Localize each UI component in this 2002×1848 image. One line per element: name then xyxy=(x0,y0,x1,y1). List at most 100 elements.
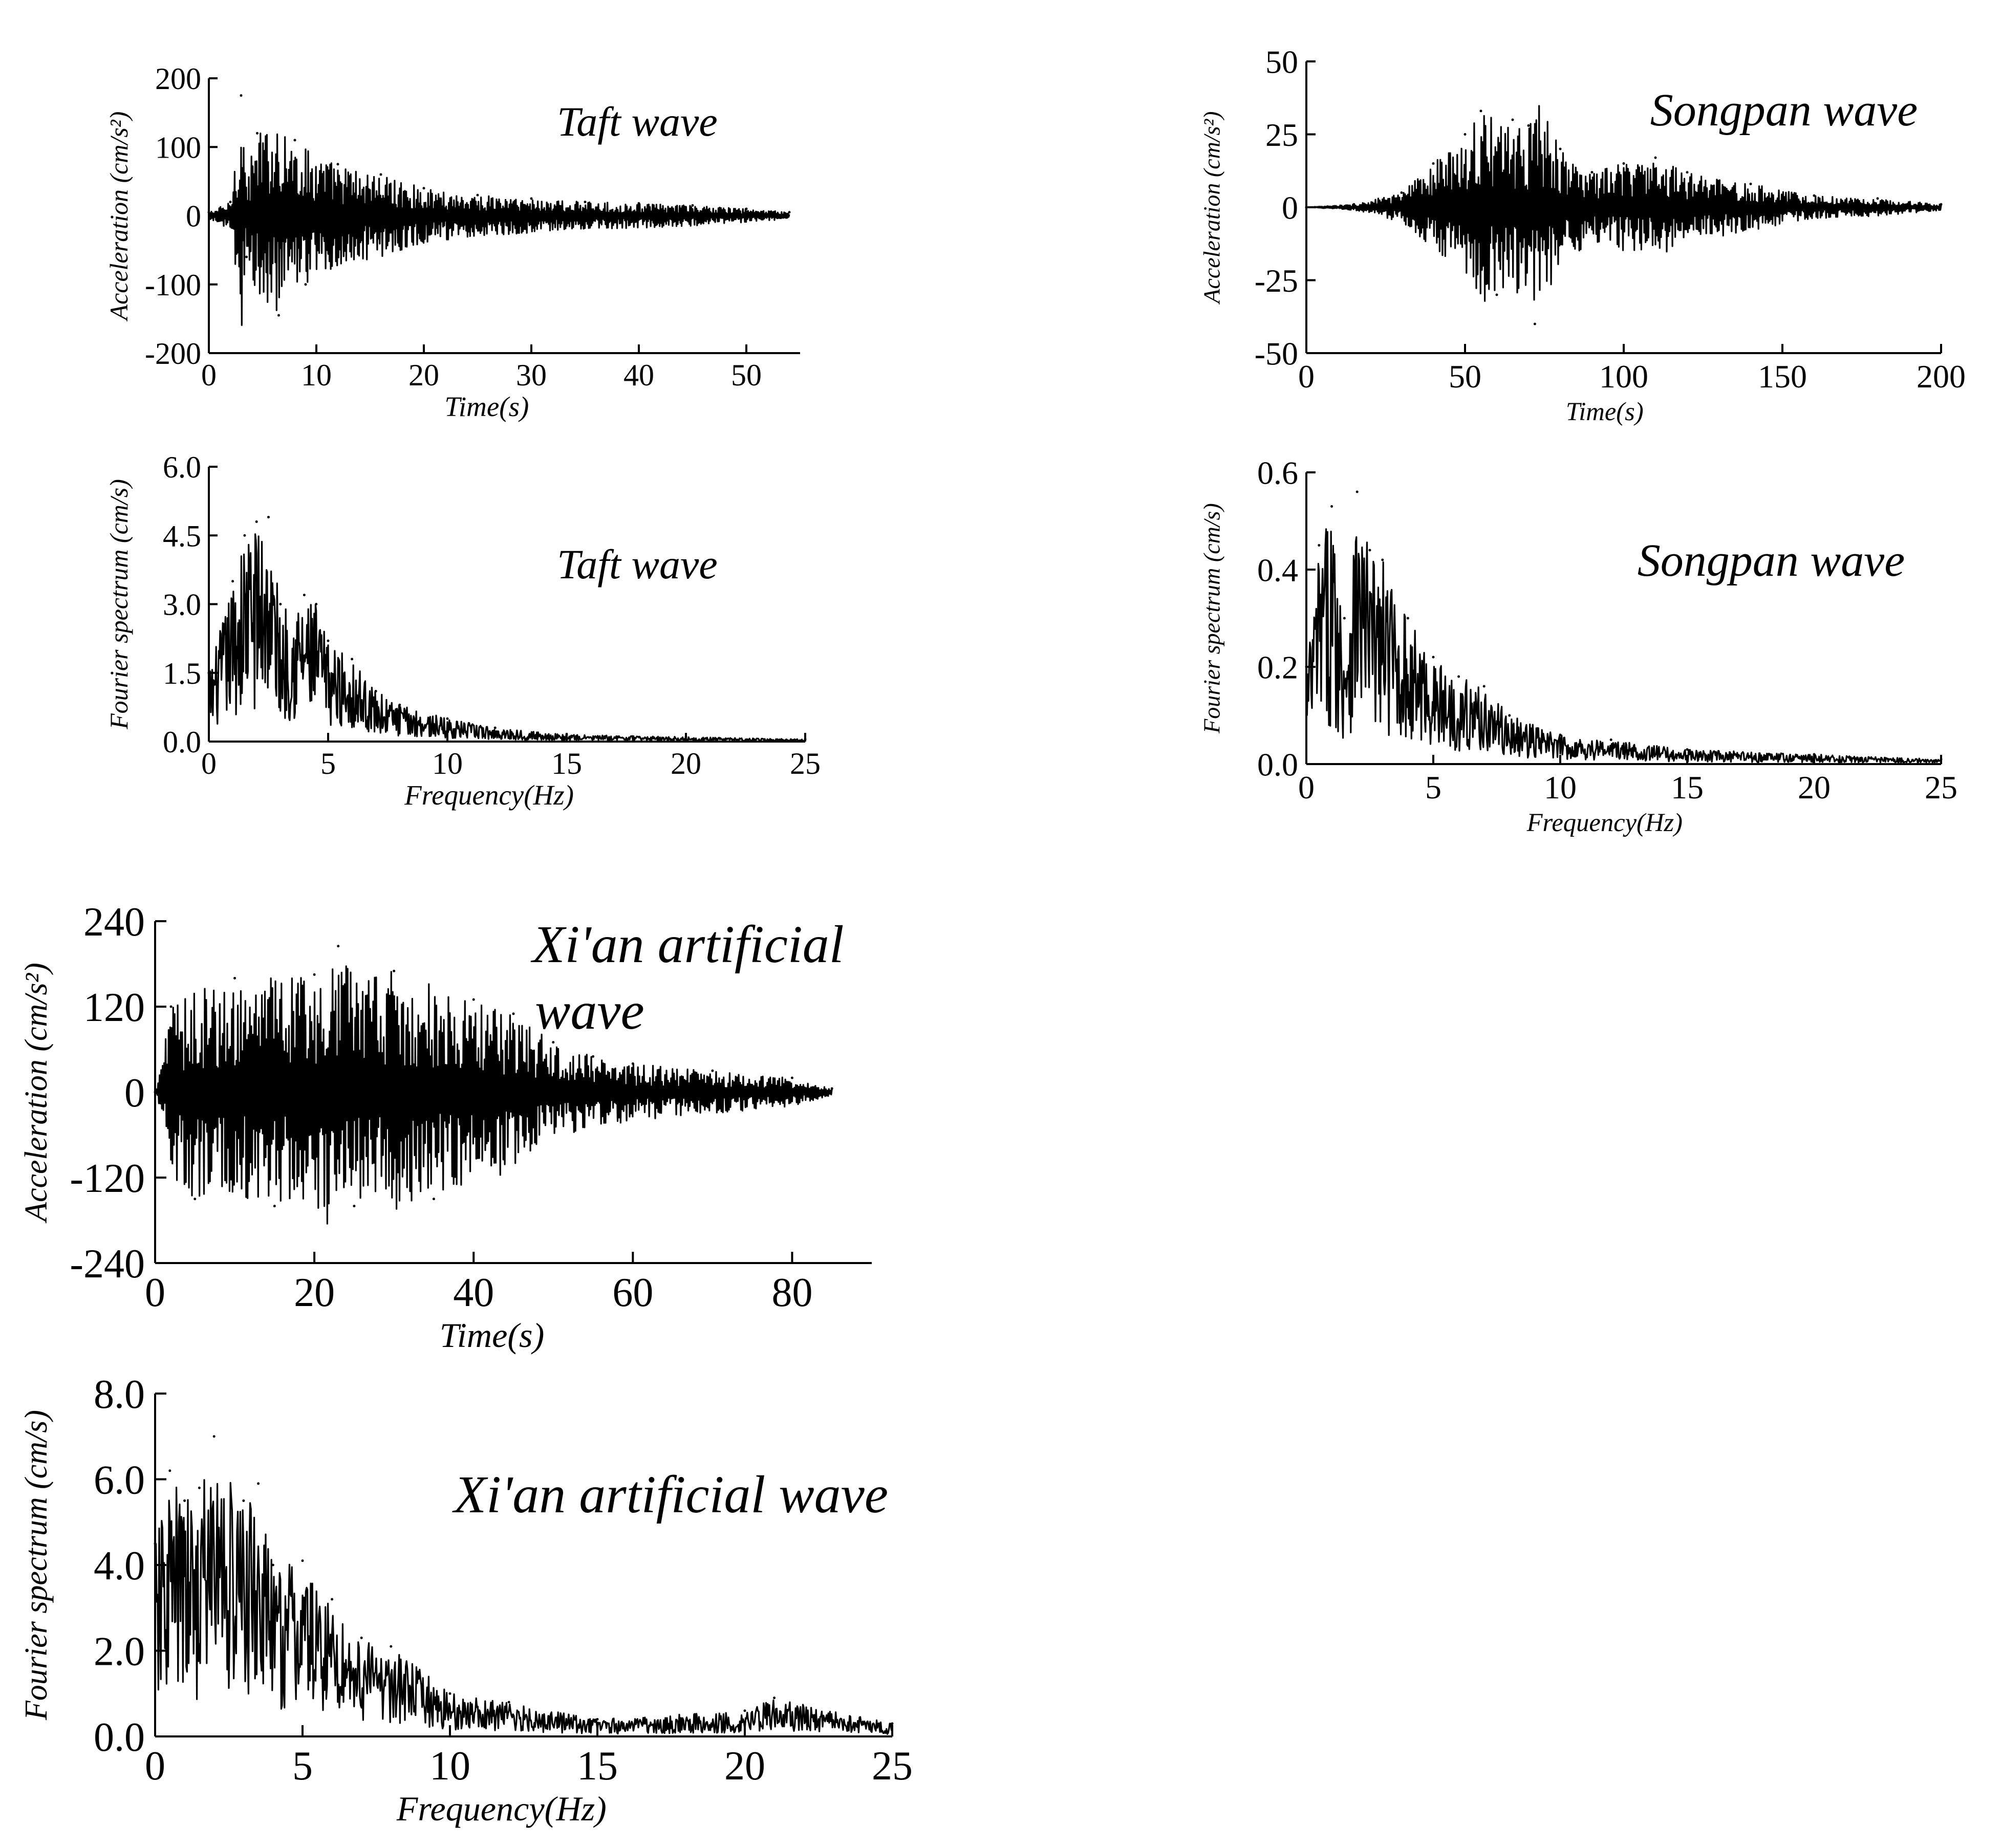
data-point xyxy=(432,1198,435,1201)
data-point xyxy=(336,163,339,166)
series-line xyxy=(154,1479,893,1735)
data-point xyxy=(271,1563,274,1567)
y-tick-label: 100 xyxy=(155,131,201,164)
data-point xyxy=(1527,124,1530,127)
data-point xyxy=(240,94,243,97)
series-line xyxy=(208,533,806,742)
x-axis-label: Time(s) xyxy=(1566,397,1644,426)
data-point xyxy=(193,1198,197,1201)
x-tick-label: 30 xyxy=(516,358,547,392)
y-axis-label: Acceleration (cm/s²) xyxy=(104,112,133,322)
series-line xyxy=(1305,528,1942,764)
x-tick-label: 5 xyxy=(320,747,336,780)
data-point xyxy=(229,201,232,204)
y-tick-label: 200 xyxy=(155,62,201,96)
data-point xyxy=(711,1069,714,1072)
chart-marks xyxy=(1305,490,1943,764)
y-tick-label: 0.2 xyxy=(1257,649,1298,685)
chart-marks xyxy=(207,94,791,326)
x-tick-label: 0 xyxy=(145,1270,165,1315)
data-point xyxy=(351,658,354,661)
data-point xyxy=(891,1722,894,1725)
data-point xyxy=(1352,203,1355,206)
x-tick-label: 10 xyxy=(1544,769,1577,806)
y-tick-label: -200 xyxy=(145,337,201,371)
chart-taft-acceleration: 0 10 20 30 40 50 -200 -100 0 100 200 Taft wave Tim… xyxy=(104,62,800,422)
chart-axes: 0 10 20 30 40 50 -200 -100 0 100 200 xyxy=(145,62,800,392)
x-tick-label: 60 xyxy=(612,1270,653,1315)
x-axis-label: Frequency(Hz) xyxy=(404,779,574,811)
data-point xyxy=(183,1499,186,1502)
data-point xyxy=(255,520,258,523)
data-point xyxy=(327,639,330,642)
chart-axes: 0 5 10 15 20 25 0.0 0.2 0.4 0.6 xyxy=(1257,454,1957,806)
y-tick-label: 0.0 xyxy=(94,1715,145,1760)
data-point xyxy=(830,1087,833,1090)
x-tick-label: 10 xyxy=(429,1744,470,1789)
x-tick-label: 10 xyxy=(432,747,463,780)
x-axis-label: Time(s) xyxy=(440,1316,545,1355)
chart-title: Xi'an artificial wave xyxy=(530,915,844,1040)
x-tick-label: 25 xyxy=(790,747,821,780)
x-tick-label: 50 xyxy=(731,358,762,392)
x-tick-label: 0 xyxy=(201,747,217,780)
data-point xyxy=(507,1701,510,1704)
x-axis-label: Frequency(Hz) xyxy=(396,1789,607,1828)
data-point xyxy=(212,1435,216,1438)
data-point xyxy=(273,1205,276,1208)
data-point xyxy=(374,690,377,693)
y-tick-label: 2.0 xyxy=(94,1629,145,1675)
x-tick-label: 5 xyxy=(292,1744,313,1789)
data-point xyxy=(790,1076,793,1079)
x-tick-label: 0 xyxy=(145,1744,165,1789)
chart-xian-acceleration: 0 20 40 60 80 -240 -120 0 120 240 Xi'an artificia… xyxy=(19,900,872,1355)
y-tick-label: 0 xyxy=(186,200,201,233)
chart-axes: 0 50 100 150 200 -50 -25 0 25 50 xyxy=(1255,44,1966,395)
data-point xyxy=(1876,197,1879,200)
chart-axes: 0 20 40 60 80 -240 -120 0 120 240 xyxy=(70,900,872,1315)
data-point xyxy=(1406,617,1409,620)
data-point xyxy=(631,1062,634,1065)
data-point xyxy=(1330,505,1333,508)
y-tick-label: -25 xyxy=(1255,263,1298,299)
data-point xyxy=(1559,733,1562,736)
data-point xyxy=(1463,133,1467,136)
x-tick-label: 20 xyxy=(408,358,439,392)
data-point xyxy=(1482,685,1486,688)
data-point xyxy=(303,594,306,597)
y-tick-label: -100 xyxy=(145,268,201,302)
data-point xyxy=(169,1005,173,1008)
chart-songpan-fourier: 0 5 10 15 20 25 0.0 0.2 0.4 0.6 Songpan wave Freq… xyxy=(1198,454,1957,837)
data-point xyxy=(267,515,270,518)
x-tick-label: 25 xyxy=(872,1744,913,1789)
data-point xyxy=(277,314,280,317)
data-point xyxy=(1381,558,1384,561)
x-tick-label: 15 xyxy=(1671,769,1704,806)
data-point xyxy=(1590,171,1594,174)
chart-marks xyxy=(154,1435,894,1735)
x-tick-label: 20 xyxy=(1798,769,1831,806)
chart-title: Taft wave xyxy=(557,541,718,588)
chart-axes: 0 5 10 15 20 25 0.0 1.5 3.0 4.5 6.0 xyxy=(163,450,821,780)
chart-title: Taft wave xyxy=(557,98,718,145)
y-tick-label: 4.5 xyxy=(163,519,201,553)
y-tick-label: 4.0 xyxy=(94,1543,145,1589)
x-tick-label: 50 xyxy=(1449,358,1481,395)
data-point xyxy=(446,717,449,720)
data-point xyxy=(1432,656,1435,659)
x-tick-label: 100 xyxy=(1599,358,1648,395)
data-point xyxy=(1622,162,1625,165)
data-point xyxy=(1318,544,1321,547)
data-point xyxy=(422,187,425,190)
data-point xyxy=(512,1012,515,1015)
series-line xyxy=(154,965,833,1225)
data-point xyxy=(393,969,396,972)
data-point xyxy=(331,1598,334,1601)
data-point xyxy=(1686,171,1689,174)
data-point xyxy=(168,1469,171,1472)
data-point xyxy=(337,945,340,948)
y-axis-label: Fourier spectrum (cm/s) xyxy=(1198,503,1224,734)
x-tick-label: 40 xyxy=(623,358,654,392)
data-point xyxy=(1343,617,1346,620)
